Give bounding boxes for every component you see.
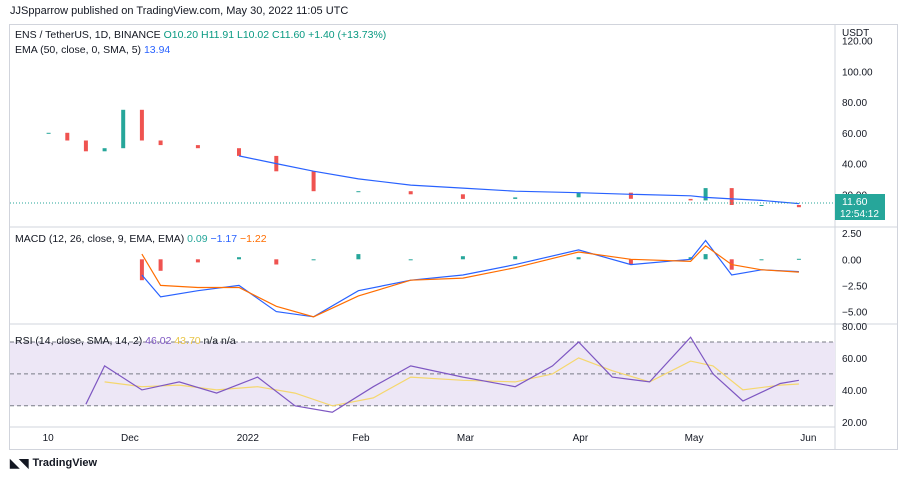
- bar-countdown: 12:54:12: [840, 209, 879, 220]
- price-candle: [46, 132, 51, 134]
- macd-histogram-bar: [796, 258, 801, 260]
- time-tick-label: Apr: [573, 433, 589, 444]
- time-tick-label: 2022: [237, 433, 260, 444]
- price-candle: [83, 140, 88, 152]
- rsi-tick-label: 20.00: [842, 418, 867, 429]
- price-candle: [513, 197, 518, 199]
- currency-label: USDT: [842, 28, 869, 39]
- price-tick-label: 40.00: [842, 160, 867, 171]
- rsi-line: [85, 336, 800, 413]
- price-candle: [460, 194, 465, 199]
- macd-histogram-bar: [408, 259, 413, 261]
- macd-histogram-bar: [703, 254, 708, 260]
- publish-caption: JJSpparrow published on TradingView.com,…: [10, 5, 349, 17]
- rsi-extra: n/a n/a: [203, 335, 236, 347]
- price-candle: [195, 145, 200, 149]
- rsi-value: 46.02: [145, 335, 172, 347]
- price-tick-label: 60.00: [842, 129, 867, 140]
- price-candle: [121, 109, 126, 149]
- ema-label: EMA (50, close, 0, SMA, 5): [15, 44, 142, 56]
- price-candle: [65, 132, 70, 141]
- tradingview-brand: ◣◥ TradingView: [10, 456, 97, 470]
- ohlc-low: L10.02: [237, 29, 270, 41]
- rsi-label: RSI (14, close, SMA, 14, 2): [15, 335, 143, 347]
- price-candle: [759, 205, 764, 206]
- macd-pane: [139, 239, 801, 318]
- price-candle: [311, 171, 316, 192]
- macd-hist-value: 0.09: [187, 233, 208, 245]
- tradingview-logo-icon: ◣◥: [10, 456, 29, 470]
- price-candle: [703, 188, 708, 201]
- price-legend: ENS / TetherUS, 1D, BINANCE O10.20 H11.9…: [15, 29, 386, 41]
- macd-tick-label: −5.00: [842, 308, 868, 319]
- symbol-line: ENS / TetherUS, 1D, BINANCE: [15, 29, 161, 41]
- axes: 120.00 100.00 80.00 60.00 40.00 20.00 2.50 0.00…: [43, 37, 873, 444]
- chart-frame: [9, 24, 898, 450]
- macd-tick-label: 0.00: [842, 255, 862, 266]
- price-tick-label: 80.00: [842, 98, 867, 109]
- time-tick-label: 10: [43, 433, 55, 444]
- macd-histogram-bar: [759, 259, 764, 261]
- macd-signal-value: −1.22: [240, 233, 267, 245]
- rsi-tick-label: 80.00: [842, 322, 867, 333]
- macd-value: −1.17: [210, 233, 238, 245]
- price-tick-label: 120.00: [842, 37, 873, 48]
- ohlc-close: C11.60: [272, 29, 306, 41]
- macd-histogram-bar: [628, 259, 633, 265]
- time-tick-label: Dec: [121, 433, 139, 444]
- macd-histogram-bar: [311, 259, 316, 261]
- price-candle: [688, 198, 693, 201]
- macd-tick-label: −2.50: [842, 281, 868, 292]
- rsi-tick-label: 60.00: [842, 354, 867, 365]
- macd-histogram-bar: [195, 259, 200, 263]
- rsi-ma-value: 43.70: [174, 335, 201, 347]
- macd-histogram-bar: [274, 259, 279, 265]
- macd-histogram-bar: [356, 254, 361, 260]
- macd-histogram-bar: [237, 257, 241, 260]
- ohlc-open: O10.20: [163, 29, 199, 41]
- last-price-tag: [835, 194, 885, 220]
- price-candle: [628, 192, 633, 199]
- macd-legend: MACD (12, 26, close, 9, EMA, EMA) 0.09 −…: [15, 233, 267, 245]
- price-change: +1.40 (+13.73%): [308, 29, 387, 41]
- macd-signal-line: [141, 245, 799, 318]
- time-tick-label: Jun: [800, 433, 816, 444]
- price-candle: [796, 205, 801, 208]
- time-tick-label: Feb: [352, 433, 370, 444]
- price-candle: [729, 188, 734, 205]
- ohlc-high: H11.91: [200, 29, 235, 41]
- macd-histogram-bar: [688, 257, 693, 260]
- price-pane: [46, 109, 801, 208]
- time-tick-label: May: [685, 433, 704, 444]
- price-candle: [102, 148, 107, 152]
- macd-histogram-bar: [139, 259, 144, 281]
- price-candle: [576, 192, 581, 198]
- macd-histogram-bar: [513, 256, 518, 260]
- macd-histogram-bar: [460, 256, 465, 260]
- rsi-legend: RSI (14, close, SMA, 14, 2) 46.02 43.70 …: [15, 335, 236, 347]
- ema-value: 13.94: [143, 44, 171, 56]
- brand-name: TradingView: [32, 457, 98, 469]
- price-candle: [139, 109, 144, 141]
- price-candle: [408, 191, 413, 195]
- time-tick-label: Mar: [457, 433, 475, 444]
- rsi-pane: [10, 336, 835, 413]
- price-candle: [237, 148, 241, 156]
- macd-histogram-bar: [576, 257, 581, 260]
- macd-label: MACD (12, 26, close, 9, EMA, EMA): [15, 233, 185, 245]
- ema-line: [238, 155, 799, 205]
- price-tick-label: 100.00: [842, 67, 873, 78]
- macd-tick-label: 2.50: [842, 229, 862, 240]
- rsi-ma-line: [104, 357, 799, 407]
- ema-legend: EMA (50, close, 0, SMA, 5) 13.94: [15, 44, 170, 56]
- price-candle: [356, 191, 361, 193]
- last-price-value: 11.60: [842, 196, 868, 208]
- macd-histogram-bar: [158, 259, 163, 271]
- rsi-tick-label: 40.00: [842, 386, 867, 397]
- price-candle: [158, 140, 163, 146]
